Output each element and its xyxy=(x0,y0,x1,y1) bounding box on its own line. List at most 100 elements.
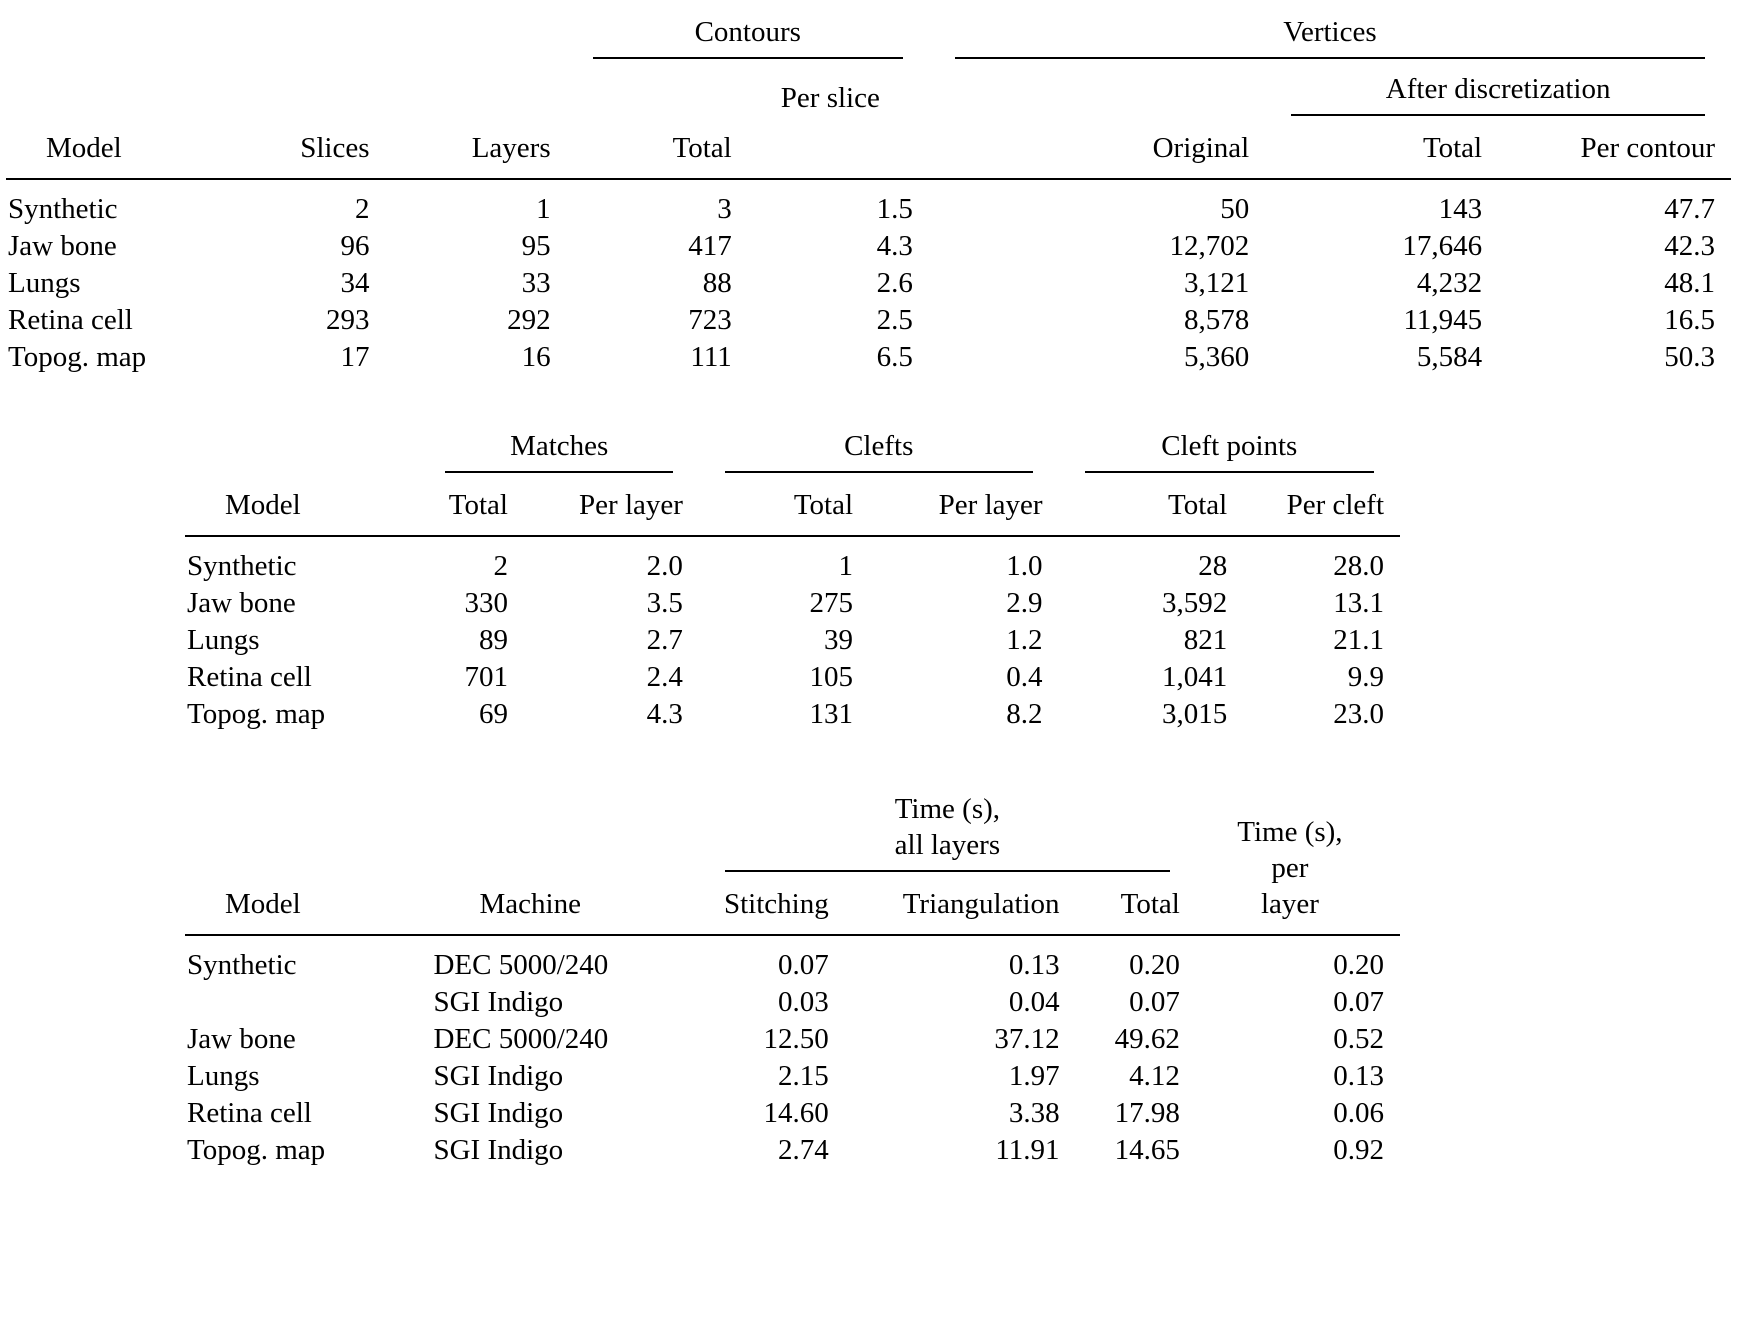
table-cell: 131 xyxy=(809,698,854,730)
table-cell: 2.4 xyxy=(646,661,683,693)
table-matches-clefts: Matches Clefts Cleft points Model Total … xyxy=(185,422,1400,733)
table-cell: 0.03 xyxy=(777,986,829,1018)
table-cell: 292 xyxy=(507,304,551,336)
t2-body: Synthetic 2 2.0 1 1.0 28 28.0 Jaw bone 330 3.5 275… xyxy=(185,536,1400,733)
table-cell: 111 xyxy=(690,341,732,373)
table-cell: 49.62 xyxy=(1114,1023,1180,1055)
t1-col-header-slices: Slices xyxy=(230,116,386,180)
table-cell: SGI Indigo xyxy=(433,1060,564,1092)
table-cell: 2 xyxy=(493,550,508,582)
table-cell: 69 xyxy=(478,698,508,730)
table-cell: 17,646 xyxy=(1402,230,1483,262)
table-cell: Retina cell xyxy=(187,661,312,693)
table-cell: Jaw bone xyxy=(187,587,296,619)
table-cell: 4.3 xyxy=(646,698,683,730)
table-cell: 2.7 xyxy=(646,624,683,656)
matches-group-label: Matches xyxy=(445,428,673,473)
t1-sub-header-row: Per slice After discretization xyxy=(6,59,1731,116)
table-cell: 143 xyxy=(1438,193,1483,225)
table-cell: 1,041 xyxy=(1161,661,1228,693)
per-slice-subheader: Per slice xyxy=(780,82,880,114)
table-cell: DEC 5000/240 xyxy=(433,949,609,981)
table-cell: 50 xyxy=(1220,193,1250,225)
table-cell: 6.5 xyxy=(876,341,913,373)
table-cell: 96 xyxy=(340,230,370,262)
spacer-cell xyxy=(6,8,567,59)
table-row: Jaw bone 330 3.5 275 2.9 3,592 13.1 xyxy=(185,585,1400,622)
table-cell: 11.91 xyxy=(995,1134,1060,1166)
table-row: Jaw bone DEC 5000/240 12.50 37.12 49.62 0.52 xyxy=(185,1021,1400,1058)
table-cell: 3 xyxy=(717,193,732,225)
table-cell: Synthetic xyxy=(187,949,297,981)
table-cell: 89 xyxy=(478,624,508,656)
t3-time-per-layer-header: Time (s), per layer xyxy=(1195,785,1400,936)
after-discretization-label: After discretization xyxy=(1291,71,1705,116)
table-cell: 17.98 xyxy=(1114,1097,1180,1129)
table-cell: 42.3 xyxy=(1664,230,1715,262)
t3-body: Synthetic DEC 5000/240 0.07 0.13 0.20 0.20 SGI… xyxy=(185,935,1400,1169)
cleft-points-group-label: Cleft points xyxy=(1084,428,1374,473)
table-cell: 0.13 xyxy=(1333,1060,1384,1092)
t1-vertices-group-header: Vertices xyxy=(929,8,1731,59)
table-cell: Retina cell xyxy=(8,304,133,336)
table-cell: 39 xyxy=(824,624,854,656)
spacer-cell xyxy=(747,116,929,180)
table-cell: Lungs xyxy=(187,624,260,656)
table-cell: Topog. map xyxy=(187,698,326,730)
table-cell: 14.60 xyxy=(763,1097,829,1129)
table-cell: Lungs xyxy=(187,1060,260,1092)
t2-col-header-model: Model xyxy=(185,473,420,537)
table-row: Synthetic 2 2.0 1 1.0 28 28.0 xyxy=(185,536,1400,585)
table-cell: 1 xyxy=(536,193,551,225)
table-cell: 11,945 xyxy=(1403,304,1483,336)
table-cell: 0.04 xyxy=(1008,986,1060,1018)
table-cell: 28.0 xyxy=(1333,550,1384,582)
table-cell: 821 xyxy=(1183,624,1228,656)
table-cell: 0.07 xyxy=(777,949,829,981)
t2-col-header-cleft-points-total: Total xyxy=(1058,473,1244,537)
table-cell: 0.20 xyxy=(1333,949,1384,981)
table-cell: Topog. map xyxy=(187,1134,326,1166)
t1-header: Contours Vertices Per slice After discre… xyxy=(6,8,1731,180)
table-cell: Synthetic xyxy=(8,193,118,225)
table-cell: 13.1 xyxy=(1333,587,1384,619)
table-cell: 16 xyxy=(521,341,551,373)
table-cell: 88 xyxy=(702,267,732,299)
table-cell: 2.74 xyxy=(777,1134,829,1166)
t1-column-header-row: Model Slices Layers Total Original Total… xyxy=(6,116,1731,180)
table-row: Lungs 34 33 88 2.6 3,121 4,232 48.1 xyxy=(6,265,1731,302)
table-cell: 1.97 xyxy=(1008,1060,1060,1092)
table-cell: 0.52 xyxy=(1333,1023,1384,1055)
t2-col-header-matches-total: Total xyxy=(419,473,524,537)
table-cell: 48.1 xyxy=(1664,267,1715,299)
t1-group-header-row: Contours Vertices xyxy=(6,8,1731,59)
t1-col-header-vertices-total: Total xyxy=(1265,116,1499,180)
table-cell: 12.50 xyxy=(763,1023,829,1055)
t3-header: Time (s), all layers Time (s), per layer… xyxy=(185,785,1400,936)
t2-header: Matches Clefts Cleft points Model Total … xyxy=(185,422,1400,537)
contours-group-label: Contours xyxy=(592,14,903,59)
time-all-layers-line2: all layers xyxy=(894,829,1001,861)
table-cell: 275 xyxy=(809,587,854,619)
table-cell: 8,578 xyxy=(1184,304,1250,336)
table-cell: 1.5 xyxy=(876,193,913,225)
table-row: Synthetic DEC 5000/240 0.07 0.13 0.20 0.20 xyxy=(185,935,1400,984)
t2-col-header-matches-per-layer: Per layer xyxy=(523,473,699,537)
table-cell: 0.92 xyxy=(1333,1134,1384,1166)
table-row: Topog. map SGI Indigo 2.74 11.91 14.65 0.92 xyxy=(185,1132,1400,1169)
t2-column-header-row: Model Total Per layer Total Per layer To… xyxy=(185,473,1400,537)
t1-after-discretization-header: After discretization xyxy=(1265,59,1731,116)
time-all-layers-line1: Time (s), xyxy=(894,793,1001,825)
t2-col-header-clefts-total: Total xyxy=(698,473,870,537)
time-all-layers-label: Time (s), all layers xyxy=(724,791,1170,872)
spacer-cell xyxy=(185,422,419,473)
table-cell: 417 xyxy=(688,230,732,262)
t1-col-header-layers: Layers xyxy=(385,116,567,180)
t3-col-header-total: Total xyxy=(1075,872,1196,936)
table-cell: 4.3 xyxy=(876,230,913,262)
table-cell: 17 xyxy=(340,341,370,373)
t3-group-header-row: Time (s), all layers Time (s), per layer xyxy=(185,785,1400,936)
table-contours-vertices: Contours Vertices Per slice After discre… xyxy=(6,8,1731,376)
spacer-cell xyxy=(185,785,699,872)
table-cell: 2.0 xyxy=(646,550,683,582)
